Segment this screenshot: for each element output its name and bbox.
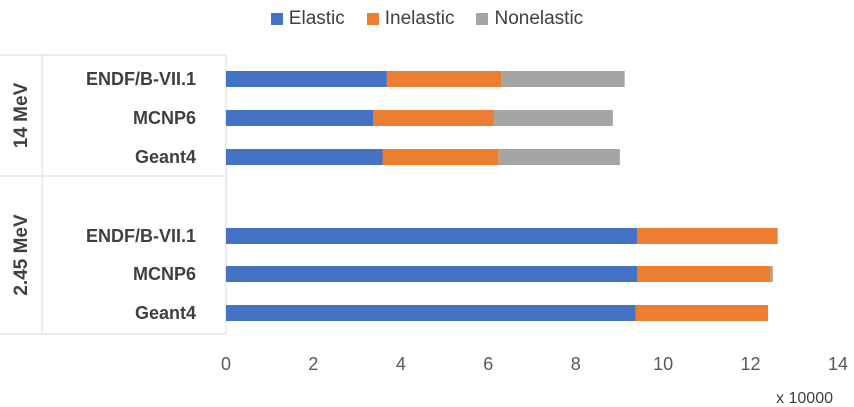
x-tick-label-14: 14 — [828, 354, 848, 374]
x-tick-label-8: 8 — [571, 354, 581, 374]
legend-item-inelastic: Inelastic — [366, 8, 455, 30]
category-label-14-mev-endf-b-vii-1: ENDF/B-VII.1 — [86, 69, 196, 89]
x-tick-label-0: 0 — [221, 354, 231, 374]
x-tick-label-10: 10 — [653, 354, 673, 374]
legend-swatch-inelastic — [366, 13, 379, 25]
chart-legend: Elastic Inelastic Nonelastic — [0, 8, 854, 30]
bar-14-mev-endf-b-vii-1-inelastic — [386, 71, 502, 87]
bar-2-45-mev-mcnp6-inelastic — [637, 266, 771, 282]
legend-swatch-elastic — [270, 13, 283, 25]
x-tick-label-4: 4 — [396, 354, 406, 374]
bar-2-45-mev-endf-b-vii-1-elastic — [226, 228, 638, 244]
bar-14-mev-mcnp6-nonelastic — [493, 110, 613, 126]
legend-item-elastic: Elastic — [270, 8, 345, 30]
category-label-2-45-mev-mcnp6: MCNP6 — [133, 264, 196, 284]
bar-14-mev-endf-b-vii-1-nonelastic — [501, 71, 625, 87]
bar-2-45-mev-mcnp6-nonelastic — [770, 266, 773, 282]
legend-label-nonelastic: Nonelastic — [494, 8, 584, 29]
category-label-2-45-mev-geant4: Geant4 — [135, 303, 196, 323]
category-label-14-mev-mcnp6: MCNP6 — [133, 108, 196, 128]
bar-14-mev-mcnp6-elastic — [226, 110, 374, 126]
bar-14-mev-geant4-nonelastic — [498, 149, 620, 165]
bar-14-mev-mcnp6-inelastic — [373, 110, 494, 126]
bar-14-mev-endf-b-vii-1-elastic — [226, 71, 387, 87]
bar-2-45-mev-endf-b-vii-1-inelastic — [637, 228, 778, 244]
category-label-2-45-mev-endf-b-vii-1: ENDF/B-VII.1 — [86, 226, 196, 246]
bar-2-45-mev-geant4-inelastic — [635, 305, 769, 321]
legend-item-nonelastic: Nonelastic — [476, 8, 583, 30]
category-label-14-mev-geant4: Geant4 — [135, 147, 196, 167]
x-tick-label-12: 12 — [741, 354, 761, 374]
x-tick-label-6: 6 — [483, 354, 493, 374]
legend-label-elastic: Elastic — [288, 8, 345, 29]
legend-label-inelastic: Inelastic — [384, 8, 455, 29]
legend-swatch-nonelastic — [476, 13, 489, 25]
group-label-14-mev: 14 MeV — [11, 82, 32, 148]
bar-2-45-mev-mcnp6-elastic — [226, 266, 638, 282]
group-label-2-45-mev: 2.45 MeV — [11, 214, 32, 296]
bar-2-45-mev-geant4-elastic — [226, 305, 636, 321]
bar-14-mev-geant4-elastic — [226, 149, 383, 165]
x-axis-unit-label: x 10000 — [776, 390, 833, 407]
bar-14-mev-geant4-inelastic — [382, 149, 499, 165]
x-tick-label-2: 2 — [308, 354, 318, 374]
